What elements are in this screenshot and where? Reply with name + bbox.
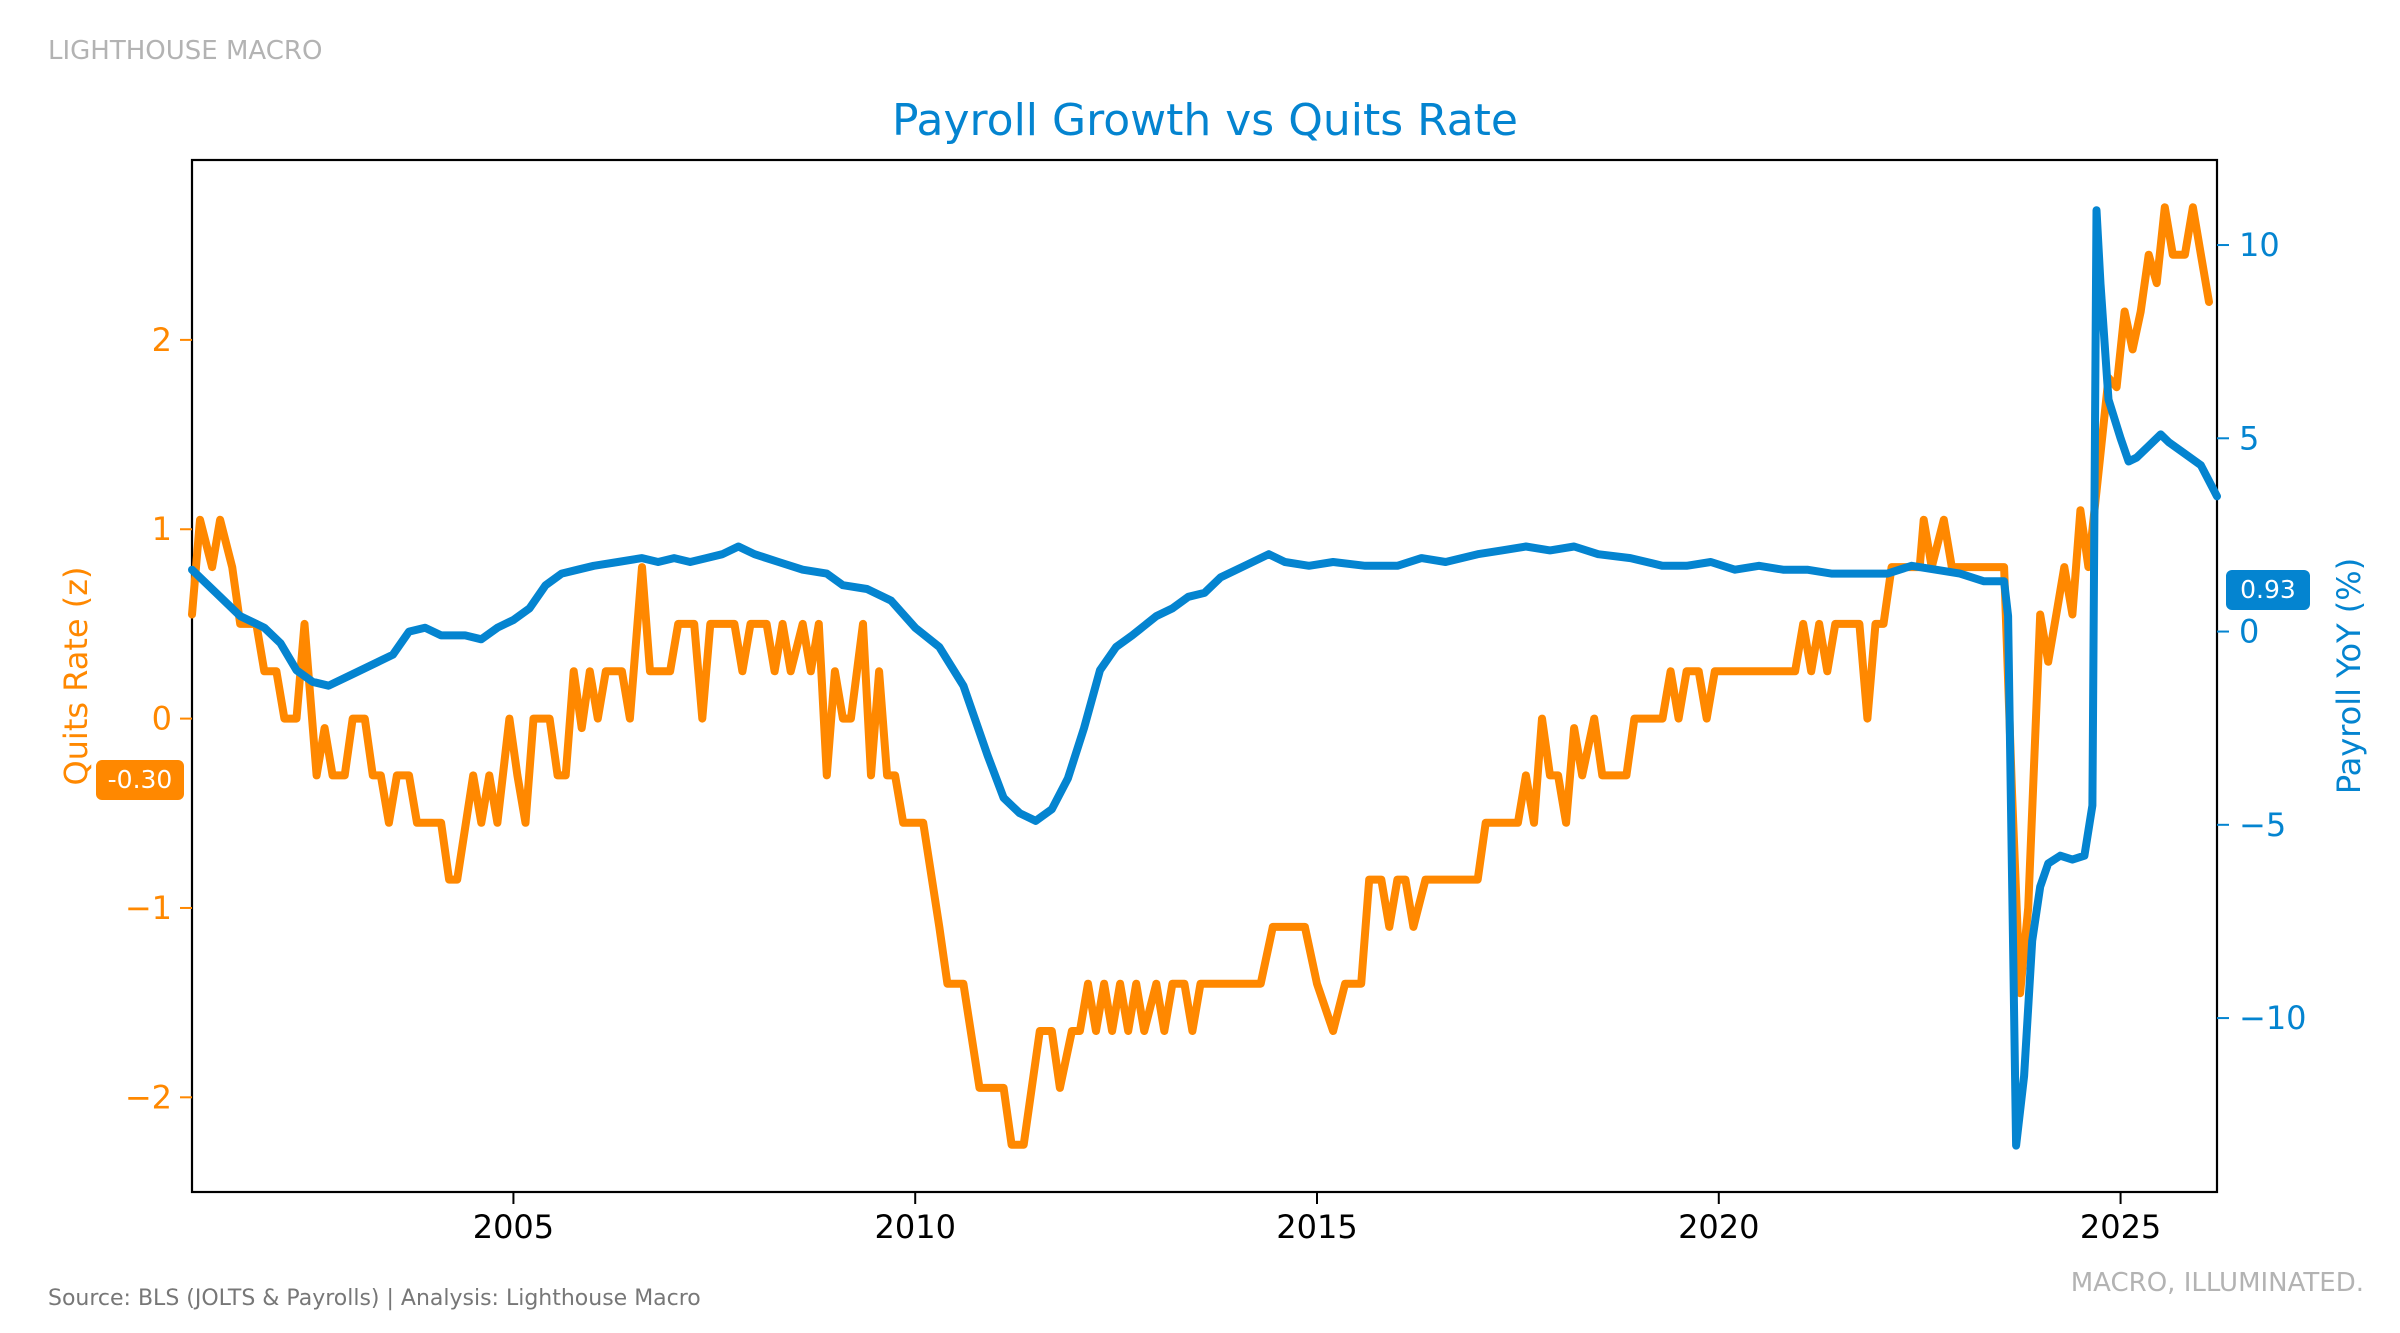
right-axis-label: Payroll YoY (%)	[2330, 558, 2368, 794]
right-tick-label: −5	[2239, 806, 2286, 844]
payroll-last-value: 0.93	[2240, 575, 2296, 604]
left-tick-label: 0	[152, 700, 172, 738]
left-y-axis: −2 −1 0 1 2	[125, 321, 192, 1116]
left-tick-label: 2	[152, 321, 172, 359]
right-tick-label: −10	[2239, 999, 2307, 1037]
plot-frame	[190, 158, 2219, 1194]
x-tick-label: 2020	[1678, 1208, 1759, 1246]
right-y-axis: −10 −5 0 5 10	[2217, 226, 2307, 1037]
left-tick-label: −2	[125, 1078, 172, 1116]
x-tick-label: 2015	[1276, 1208, 1357, 1246]
payroll-yoy-line	[188, 206, 2221, 1150]
watermark-top: LIGHTHOUSE MACRO	[48, 36, 323, 66]
source-note: Source: BLS (JOLTS & Payrolls) | Analysi…	[48, 1286, 701, 1311]
quits-last-value-badge: -0.30	[96, 760, 184, 800]
x-axis: 2005 2010 2015 2020 2025	[473, 1192, 2161, 1246]
right-tick-label: 0	[2239, 613, 2259, 651]
x-tick-label: 2010	[874, 1208, 955, 1246]
right-tick-label: 10	[2239, 226, 2280, 264]
left-tick-label: 1	[152, 510, 172, 548]
quits-last-value: -0.30	[108, 765, 173, 794]
left-tick-label: −1	[125, 889, 172, 927]
quits-rate-line	[188, 203, 2213, 1149]
x-tick-label: 2005	[473, 1208, 554, 1246]
watermark-bottom: MACRO, ILLUMINATED.	[2070, 1268, 2364, 1298]
payroll-last-value-badge: 0.93	[2226, 570, 2310, 610]
chart-title: Payroll Growth vs Quits Rate	[892, 95, 1518, 146]
series-layer	[188, 203, 2221, 1150]
x-tick-label: 2025	[2080, 1208, 2161, 1246]
left-axis-label: Quits Rate (z)	[57, 566, 95, 785]
right-tick-label: 5	[2239, 419, 2259, 457]
